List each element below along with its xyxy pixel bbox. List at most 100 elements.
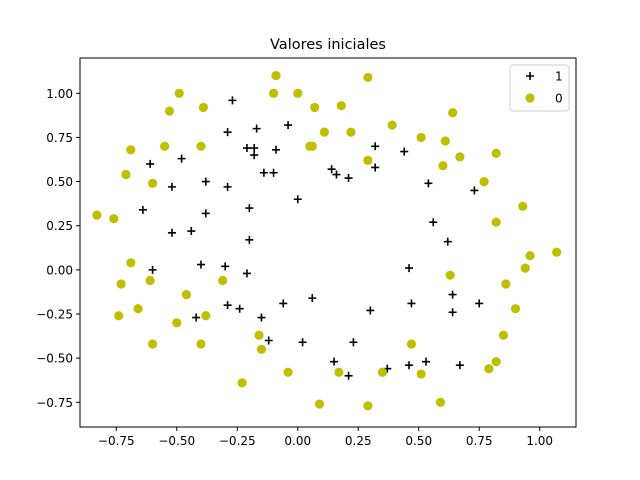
point-circle [501,279,511,289]
point-circle [445,270,455,280]
point-plus [250,151,259,160]
y-tick-label: 0.50 [46,175,73,189]
point-plus [344,371,353,380]
point-plus [271,145,280,154]
point-plus [327,165,336,174]
point-plus [257,313,266,322]
point-circle [438,161,448,171]
point-circle [406,339,417,349]
x-tick-label: 0.00 [284,434,311,448]
point-circle [346,127,356,137]
point-plus [470,186,479,195]
point-circle [121,169,131,180]
point-circle [181,289,192,300]
point-circle [237,378,247,388]
x-tick-label: −0.25 [219,434,256,448]
point-plus [407,299,416,308]
point-circle [363,401,373,411]
point-circle [114,311,124,321]
point-circle [201,311,211,321]
point-circle [256,344,267,354]
point-circle [109,214,119,224]
point-circle [254,330,264,340]
point-circle [552,247,562,257]
point-circle [133,304,143,314]
point-plus [192,313,201,322]
point-plus [308,294,317,303]
point-plus [279,299,288,308]
point-circle [319,127,329,137]
point-plus [366,306,375,315]
y-tick-label: 0.25 [46,219,73,233]
point-plus [252,124,261,133]
point-plus [221,262,230,271]
point-circle [145,275,155,286]
point-circle [416,132,426,143]
point-plus [250,144,259,153]
point-circle [448,108,458,118]
point-plus [349,338,358,347]
point-circle [387,120,397,130]
point-plus [196,260,205,269]
legend-label: 1 [555,70,563,84]
point-plus [138,205,147,214]
point-plus [424,179,433,188]
point-circle [491,217,501,227]
point-circle [164,106,175,116]
point-plus [284,121,293,130]
point-circle [435,397,446,407]
point-plus [421,357,430,366]
point-plus [264,336,273,345]
point-plus [405,264,414,273]
point-plus [371,163,380,172]
point-circle [314,399,325,409]
x-tick-label: 1.00 [526,434,553,448]
point-plus [475,299,484,308]
point-circle [416,369,426,379]
point-plus [344,174,353,183]
point-plus [223,301,232,310]
point-circle [525,251,535,261]
point-plus [330,357,339,366]
point-plus [235,304,244,313]
legend-label: 0 [555,92,563,106]
point-plus [448,290,457,299]
point-circle [147,178,158,188]
plot-area: −0.75 −0.50 −0.25 0.00 0.25 0.50 0.75 1.00 −0.75… [36,57,577,448]
point-plus [177,154,186,163]
legend-marker-circle [525,93,535,103]
point-circle [147,339,158,349]
point-circle [510,304,521,314]
point-circle [268,88,279,98]
point-circle [491,148,501,158]
point-circle [307,141,317,151]
series-0 [92,71,562,411]
point-plus [371,142,380,151]
point-plus [293,195,302,204]
point-plus [259,168,268,177]
point-circle [479,176,489,187]
y-tick-label: 1.00 [46,87,73,101]
series-1 [138,96,484,380]
point-circle [174,88,184,98]
point-plus [455,361,464,370]
point-plus [223,128,232,137]
point-plus [201,177,210,186]
point-circle [160,141,170,151]
y-tick-label: 0.00 [46,263,73,277]
point-plus [146,159,155,168]
point-circle [363,155,373,166]
point-circle [196,141,206,151]
legend-box [509,64,570,112]
point-circle [126,258,136,268]
point-plus [167,228,176,237]
point-plus [201,209,210,218]
point-circle [172,318,182,328]
point-circle [196,339,206,349]
point-circle [363,72,373,83]
legend: 10 [509,64,570,112]
y-tick-label: −0.75 [36,396,73,410]
point-plus [269,168,278,177]
point-circle [334,367,344,377]
